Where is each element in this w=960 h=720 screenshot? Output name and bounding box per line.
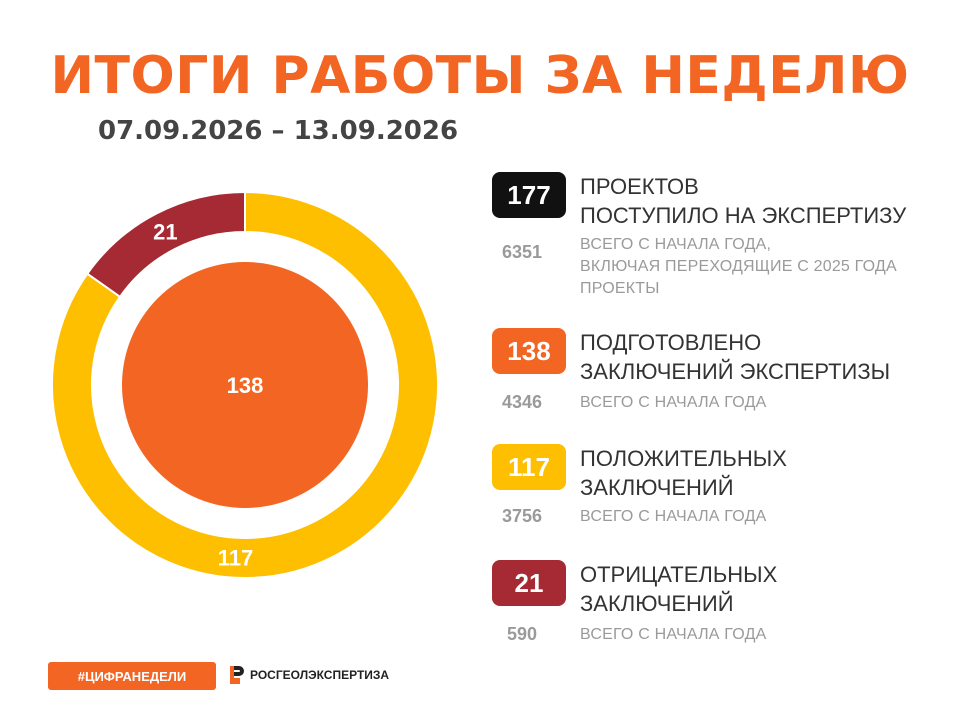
label-prepared: ПОДГОТОВЛЕНО ЗАКЛЮЧЕНИЙ ЭКСПЕРТИЗЫ [580, 330, 891, 384]
inner-label: 138 [227, 373, 264, 398]
ring-label-21: 21 [153, 219, 177, 244]
total-received-note: ВСЕГО С НАЧАЛА ГОДА, ВКЛЮЧАЯ ПЕРЕХОДЯЩИЕ… [580, 236, 897, 297]
donut-chart: 117 21 138 [51, 190, 439, 579]
badge-received-value: 177 [492, 172, 566, 218]
brand: РОСГЕОЛЭКСПЕРТИЗА [230, 666, 389, 684]
hashtag-badge: #ЦИФРАНЕДЕЛИ [48, 662, 216, 690]
badge-negative-value: 21 [492, 560, 566, 606]
badge-prepared-value: 138 [492, 328, 566, 374]
inner-circle [122, 262, 368, 508]
total-negative: 590 [506, 624, 538, 644]
total-prepared-note: ВСЕГО С НАЧАЛА ГОДА [580, 394, 767, 411]
label-received: ПРОЕКТОВ ПОСТУПИЛО НА ЭКСПЕРТИЗУ [580, 174, 907, 228]
ring-segment-21 [85, 190, 246, 299]
total-received: 6351 [501, 242, 543, 262]
label-negative: ОТРИЦАТЕЛЬНЫХ ЗАКЛЮЧЕНИЙ [580, 562, 778, 616]
brand-name: РОСГЕОЛЭКСПЕРТИЗА [250, 668, 390, 682]
total-positive-note: ВСЕГО С НАЧАЛА ГОДА [580, 508, 767, 525]
label-positive: ПОЛОЖИТЕЛЬНЫХ ЗАКЛЮЧЕНИЙ [580, 446, 787, 500]
rosgeolexpertiza-logo-icon [230, 666, 244, 684]
total-prepared: 4346 [501, 392, 543, 412]
badge-positive-value: 117 [492, 444, 566, 490]
period-range: 07.09.2026 – 13.09.2026 [98, 116, 459, 146]
page-title: ИТОГИ РАБОТЫ ЗА НЕДЕЛЮ [50, 46, 910, 106]
ring-label-117: 117 [218, 546, 254, 571]
ring-segment-117 [51, 190, 439, 579]
total-negative-note: ВСЕГО С НАЧАЛА ГОДА [580, 626, 767, 643]
total-positive: 3756 [501, 506, 543, 526]
